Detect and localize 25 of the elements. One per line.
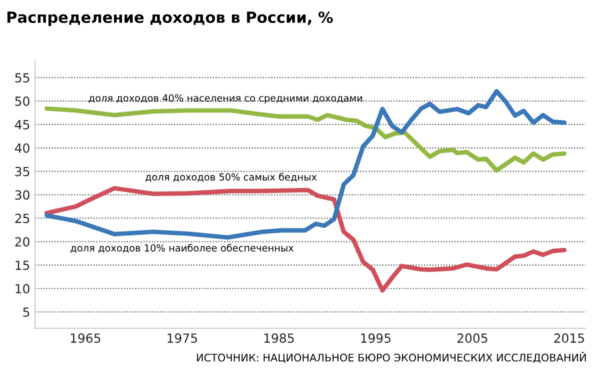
x-tick-label: 1985 — [264, 333, 294, 343]
y-tick-label: 50 — [15, 96, 30, 106]
line-series — [44, 186, 567, 293]
y-tick-label: 40 — [14, 143, 30, 153]
y-tick-label: 55 — [15, 73, 30, 83]
y-tick-label: 15 — [16, 260, 30, 270]
series-label: доля доходов 40% населения со средними доходами — [88, 94, 362, 104]
y-tick-label: 20 — [15, 237, 30, 247]
y-tick-label: 25 — [15, 214, 30, 224]
series-label: доля доходов 10% наиболее обеспеченных — [70, 244, 294, 253]
y-tick-label: 30 — [15, 190, 30, 200]
text: ИСТОЧНИК: НАЦИОНАЛЬНОЕ БЮРО ЭКОНОМИЧЕСКИХ ИССЛЕДОВАНИЙ — [197, 352, 586, 364]
y-tick-label: 35 — [15, 166, 30, 176]
y-tick-label: 10 — [16, 284, 30, 294]
chart-title: Распределение доходов в России, % — [7, 11, 333, 26]
line-series — [44, 88, 567, 240]
x-tick-label: 1975 — [168, 333, 197, 343]
x-tick-label: 2005 — [457, 333, 488, 343]
x-tick-label: 2015 — [554, 333, 584, 343]
line-series — [44, 106, 567, 173]
y-tick-label: 5 — [23, 308, 30, 317]
x-tick-label: 1995 — [361, 333, 390, 343]
x-tick-label: 1965 — [70, 333, 100, 343]
y-tick-label: 45 — [14, 120, 30, 130]
series-label: доля доходов 50% самых бедных — [145, 172, 317, 182]
